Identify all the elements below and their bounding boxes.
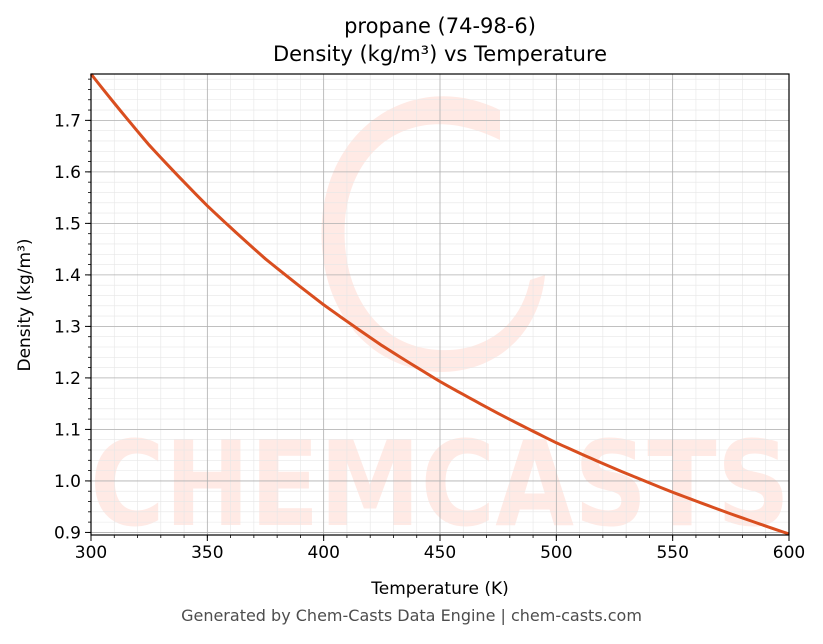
x-tick-label: 450 bbox=[424, 543, 456, 563]
y-tick-label: 1.5 bbox=[54, 214, 81, 234]
y-tick-label: 0.9 bbox=[54, 523, 81, 543]
density-series-line bbox=[89, 73, 790, 536]
x-tick-label: 550 bbox=[656, 543, 688, 563]
x-axis-tick-labels: 300 350 400 450 500 550 600 bbox=[75, 543, 805, 563]
series-layer bbox=[89, 73, 790, 536]
y-tick-label: 1.7 bbox=[54, 111, 81, 131]
x-axis-label: Temperature (K) bbox=[370, 579, 509, 599]
chart-subtitle: Density (kg/m³) vs Temperature bbox=[273, 42, 607, 66]
x-tick-label: 600 bbox=[773, 543, 805, 563]
y-axis-label: Density (kg/m³) bbox=[15, 238, 35, 371]
x-tick-label: 400 bbox=[307, 543, 339, 563]
x-tick-label: 500 bbox=[540, 543, 572, 563]
y-tick-label: 1.3 bbox=[54, 317, 81, 337]
axis-ticks bbox=[85, 78, 790, 541]
major-grid bbox=[90, 74, 790, 535]
y-tick-label: 1.4 bbox=[54, 266, 81, 286]
watermark-c-logo bbox=[321, 96, 545, 372]
y-tick-label: 1.1 bbox=[54, 420, 81, 440]
chart-title: propane (74-98-6) bbox=[344, 14, 536, 38]
x-tick-label: 300 bbox=[75, 543, 107, 563]
chart-title-group: propane (74-98-6) Density (kg/m³) vs Tem… bbox=[273, 14, 607, 66]
y-tick-label: 1.0 bbox=[54, 472, 81, 492]
x-tick-label: 350 bbox=[191, 543, 223, 563]
y-axis-tick-labels: 0.9 1.0 1.1 1.2 1.3 1.4 1.5 1.6 1.7 bbox=[54, 111, 81, 543]
y-tick-label: 1.2 bbox=[54, 369, 81, 389]
footer-credit: Generated by Chem-Casts Data Engine | ch… bbox=[181, 606, 642, 625]
y-tick-label: 1.6 bbox=[54, 163, 81, 183]
